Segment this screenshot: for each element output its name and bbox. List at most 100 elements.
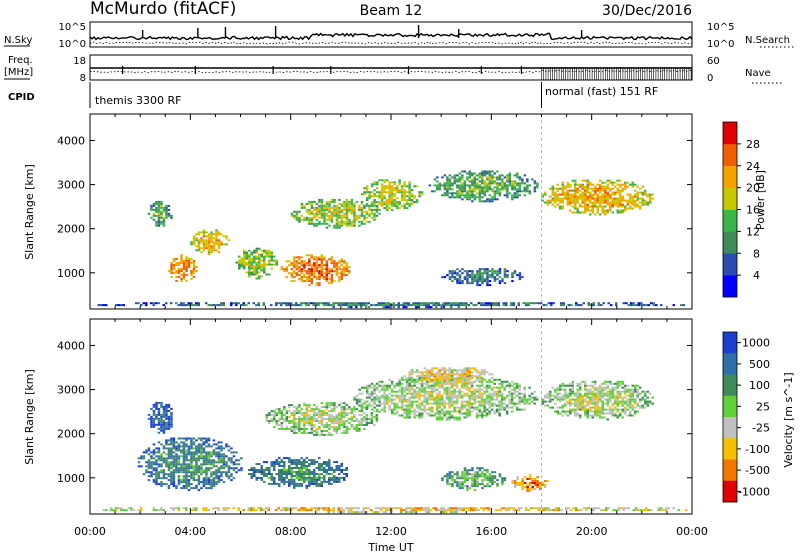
echo-cell: [192, 475, 196, 478]
echo-cell: [160, 214, 163, 217]
echo-cell: [310, 422, 314, 424]
echo-cell: [192, 477, 196, 480]
echo-cell: [408, 416, 411, 419]
echo-cell: [340, 408, 344, 411]
echo-cell: [283, 418, 286, 420]
echo-cell: [559, 207, 562, 210]
echo-cell: [170, 266, 173, 268]
echo-cell: [320, 465, 323, 467]
echo-cell: [338, 278, 341, 281]
echo-cell: [495, 390, 499, 393]
echo-cell: [498, 178, 502, 181]
echo-cell: [530, 392, 534, 395]
echo-cell: [596, 195, 599, 198]
echo-cell: [232, 477, 236, 480]
echo-cell: [288, 416, 291, 419]
echo-cell: [373, 398, 376, 401]
echo-cell: [448, 272, 452, 275]
echo-cell: [485, 386, 489, 389]
echo-cell: [360, 402, 364, 405]
echo-cell: [340, 410, 344, 413]
echo-cell: [475, 416, 479, 419]
echo-cell: [506, 196, 509, 199]
echo-cell: [483, 398, 486, 401]
echo-cell: [546, 201, 549, 204]
echo-cell: [350, 418, 354, 420]
echo-cell: [468, 378, 471, 381]
echo-cell: [313, 414, 316, 417]
echo-cell: [410, 406, 414, 409]
echo-cell: [461, 483, 464, 486]
echo-cell: [584, 187, 587, 190]
echo-cell: [192, 235, 196, 238]
echo-cell: [280, 461, 283, 464]
echo-cell: [453, 402, 456, 405]
echo-cell: [599, 201, 602, 204]
echo-cell: [413, 378, 416, 381]
echo-cell: [458, 172, 462, 175]
echo-cell: [493, 398, 496, 401]
echo-cell: [300, 218, 304, 221]
echo-cell: [187, 481, 191, 484]
echo-cell: [177, 264, 181, 266]
echo-cell: [140, 457, 143, 460]
echo-cell: [466, 367, 469, 370]
echo-cell: [273, 410, 276, 413]
echo-cell: [328, 469, 331, 471]
echo-cell: [390, 382, 394, 385]
echo-cell: [338, 469, 341, 471]
echo-cell: [455, 410, 459, 413]
echo-cell: [253, 257, 256, 260]
echo-cell: [217, 233, 221, 236]
echo-cell: [192, 237, 196, 240]
echo-cell: [340, 264, 344, 267]
echo-cell: [480, 402, 484, 405]
echo-cell: [468, 180, 472, 183]
echo-cell: [423, 410, 426, 413]
echo-cell: [303, 414, 306, 417]
echo-cell: [463, 471, 467, 474]
echo-cell: [167, 461, 171, 464]
echo-cell: [170, 477, 173, 480]
echo-cell: [280, 426, 284, 428]
echo-cell: [215, 455, 218, 458]
echo-cell: [190, 270, 193, 272]
echo-cell: [313, 224, 316, 227]
echo-cell: [458, 416, 461, 419]
echo-cell: [632, 304, 635, 307]
echo-cell: [315, 482, 318, 485]
echo-cell: [290, 482, 293, 485]
echo-cell: [365, 212, 369, 215]
echo-cell: [200, 471, 203, 474]
echo-cell: [215, 471, 218, 474]
echo-cell: [408, 382, 411, 385]
echo-cell: [423, 379, 426, 382]
echo-cell: [476, 375, 479, 378]
echo-cell: [315, 420, 319, 422]
echo-cell: [152, 467, 156, 470]
echo-cell: [637, 302, 640, 305]
echo-cell: [308, 218, 311, 221]
echo-cell: [290, 280, 294, 283]
echo-cell: [363, 204, 366, 207]
echo-cell: [458, 184, 462, 187]
echo-cell: [495, 396, 499, 399]
echo-cell: [503, 188, 507, 191]
echo-cell: [438, 382, 441, 385]
echo-cell: [651, 197, 654, 200]
echo-cell: [476, 276, 479, 279]
echo-cell: [170, 465, 173, 468]
echo-cell: [157, 475, 161, 478]
echo-cell: [222, 471, 226, 474]
echo-cell: [569, 183, 572, 186]
echo-cell: [510, 388, 514, 391]
echo-cell: [270, 478, 273, 481]
echo-cell: [345, 220, 349, 223]
echo-cell: [446, 184, 449, 187]
echo-cell: [323, 220, 326, 223]
echo-cell: [418, 371, 421, 374]
echo-cell: [210, 251, 213, 254]
echo-cell: [398, 394, 401, 397]
echo-cell: [295, 262, 299, 265]
echo-cell: [566, 185, 569, 188]
